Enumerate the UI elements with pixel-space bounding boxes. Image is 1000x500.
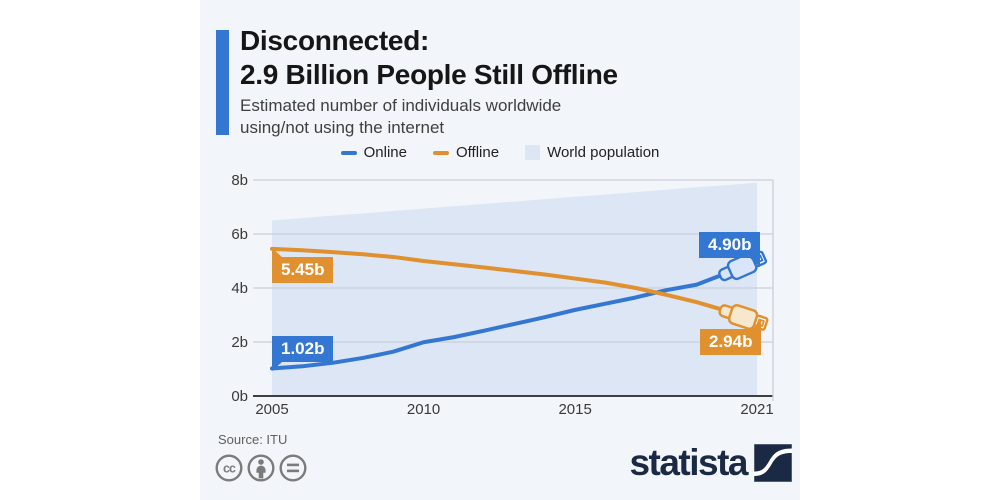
y-axis-label: 4b: [231, 280, 248, 297]
legend-label-world-population: World population: [547, 144, 660, 161]
page-subtitle: Estimated number of individuals worldwid…: [240, 95, 561, 139]
legend-swatch-0: [340, 150, 357, 155]
title-line-2: 2.9 Billion People Still Offline: [240, 59, 618, 90]
legend-item-world-population: World population: [525, 144, 659, 161]
data-label-offline-2005: 5.45b: [272, 248, 334, 283]
title-line-1: Disconnected:: [240, 25, 430, 56]
x-axis-label: 2010: [407, 401, 440, 418]
subtitle-line-1: Estimated number of individuals worldwid…: [240, 96, 562, 115]
data-label-online-2021: 4.90b: [699, 232, 761, 267]
statista-wordmark: statista: [629, 442, 748, 483]
callout-pointer: [751, 320, 762, 329]
cc-icon: cc: [215, 454, 243, 482]
x-axis-label: 2015: [558, 401, 591, 418]
callout-pointer: [750, 258, 761, 267]
page-title: Disconnected: 2.9 Billion People Still O…: [240, 24, 618, 92]
title-accent-bar: [216, 30, 229, 135]
line-chart: 0b 2b 4b 6b 8b 2005 2010 2015 2021: [231, 172, 773, 418]
subtitle-line-2: using/not using the internet: [240, 118, 445, 137]
infographic-panel: Disconnected: 2.9 Billion People Still O…: [200, 0, 800, 500]
legend-swatch-1: [432, 150, 449, 155]
callout-pointer: [272, 248, 282, 257]
svg-text:cc: cc: [223, 462, 236, 476]
y-axis-label: 8b: [231, 172, 248, 189]
no-derivatives-icon: [279, 454, 307, 482]
statista-logo: statista: [629, 444, 792, 482]
chart-legend: Online Offline World population: [200, 144, 800, 161]
legend-label-offline: Offline: [455, 144, 500, 161]
y-axis-label: 6b: [231, 226, 248, 243]
callout-pointer: [272, 362, 282, 371]
attribution-icon: [247, 454, 275, 482]
offline-line: [270, 246, 759, 319]
world-population-area: [272, 182, 757, 396]
legend-item-offline: Offline: [432, 144, 500, 161]
online-line: [270, 261, 759, 371]
legend-swatch-2: [525, 145, 541, 160]
y-axis-label: 2b: [231, 334, 248, 351]
y-axis-label: 0b: [231, 388, 248, 405]
license-icons: cc: [215, 454, 307, 482]
data-label-text: 2.94b: [709, 332, 753, 351]
legend-item-online: Online: [340, 144, 407, 161]
data-label-online-2005: 1.02b: [272, 336, 334, 371]
data-label-text: 1.02b: [281, 339, 325, 358]
data-label-text: 5.45b: [281, 260, 325, 279]
source-note: Source: ITU: [218, 432, 288, 447]
x-axis-label: 2005: [255, 401, 288, 418]
legend-label-online: Online: [363, 144, 407, 161]
data-label-offline-2021: 2.94b: [700, 320, 762, 355]
statista-logo-icon: [754, 444, 792, 482]
data-label-text: 4.90b: [708, 235, 752, 254]
x-axis-label: 2021: [740, 401, 773, 418]
